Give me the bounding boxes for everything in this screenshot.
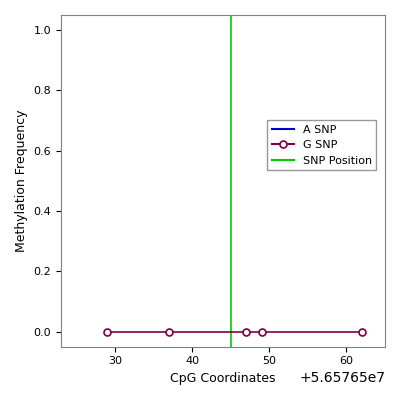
Legend: A SNP, G SNP, SNP Position: A SNP, G SNP, SNP Position <box>267 120 376 170</box>
Y-axis label: Methylation Frequency: Methylation Frequency <box>15 110 28 252</box>
X-axis label: CpG Coordinates: CpG Coordinates <box>170 372 276 385</box>
